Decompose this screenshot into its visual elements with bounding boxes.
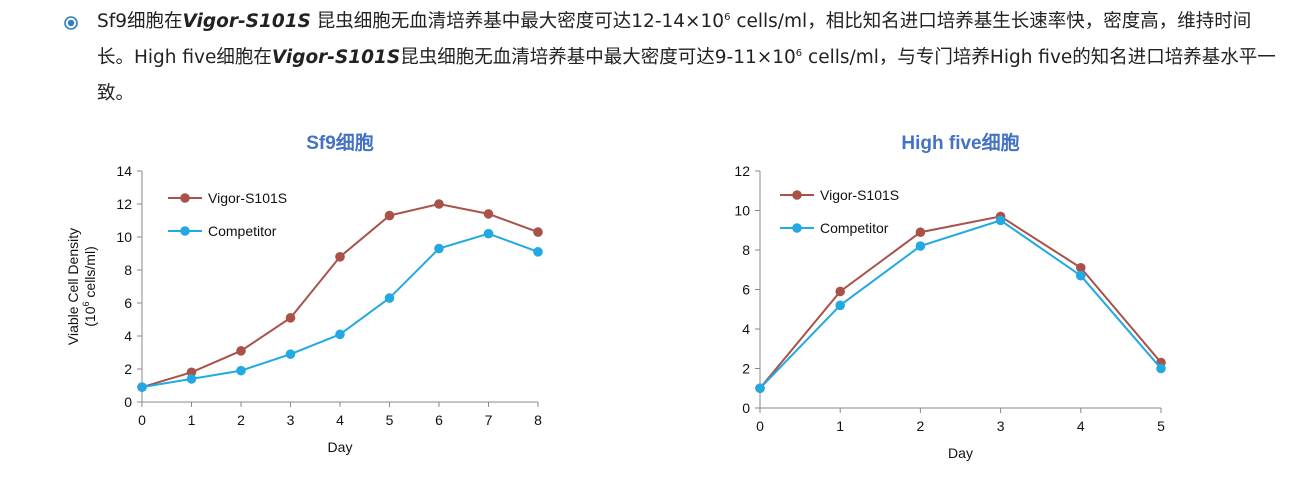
x-tick-label: 1 [188, 412, 196, 428]
series-line-competitor [759, 219, 1162, 389]
data-point-competitor [434, 243, 444, 254]
legend-marker-competitor [180, 226, 190, 236]
chart-title: Sf9细胞 [306, 131, 374, 154]
circle-bullet-icon [64, 16, 78, 30]
data-point-competitor [236, 365, 246, 376]
x-tick-label: 4 [336, 412, 344, 428]
y-tick-label: 10 [116, 229, 132, 245]
data-point-competitor [1076, 270, 1086, 281]
x-tick-label: 3 [997, 418, 1005, 434]
x-tick-label: 7 [485, 412, 493, 428]
y-tick-label: 2 [124, 361, 132, 377]
data-point-vigor [835, 286, 845, 297]
data-point-vigor [335, 252, 345, 262]
x-tick-label: 0 [756, 418, 764, 434]
data-point-vigor [483, 209, 494, 219]
data-point-competitor [755, 383, 765, 394]
legend-label: Competitor [820, 220, 889, 236]
x-tick-label: 4 [1077, 418, 1085, 434]
description-segment: Sf9细胞在 [97, 11, 183, 32]
x-axis-label: Day [948, 445, 973, 461]
x-tick-label: 0 [138, 412, 146, 428]
series-line-vigor [759, 215, 1162, 389]
legend-label: Vigor-S101S [820, 187, 899, 203]
description-segment: cells/ml，相比知名进口培养基生长速率快，密度高，维持时间长。High f… [97, 11, 1252, 68]
data-point-vigor [1076, 262, 1086, 273]
data-point-competitor [483, 228, 494, 239]
data-point-vigor [434, 199, 444, 209]
data-point-competitor [995, 215, 1006, 226]
data-point-competitor [186, 374, 197, 384]
description-segment: Vigor-S101S [271, 47, 401, 68]
data-point-vigor [236, 346, 246, 356]
legend-label: Vigor-S101S [208, 190, 287, 206]
data-point-vigor [285, 313, 296, 323]
description-segment: 昆虫细胞无血清培养基中最大密度可达12-14×10 [310, 11, 725, 32]
x-axis-label: Day [328, 439, 353, 455]
x-tick-label: 3 [287, 412, 295, 428]
legend-marker-vigor [792, 190, 802, 200]
description-segment: cells/ml，与专门培养High five的知名进口培养基水平一致。 [97, 47, 1276, 104]
data-point-competitor [384, 293, 395, 303]
data-point-vigor [186, 367, 197, 378]
data-point-competitor [835, 300, 845, 311]
y-tick-label: 14 [116, 163, 132, 179]
y-tick-label: 6 [124, 295, 132, 311]
x-tick-label: 5 [386, 412, 394, 428]
description-text: Sf9细胞在Vigor-S101S 昆虫细胞无血清培养基中最大密度可达12-14… [97, 4, 1284, 112]
y-axis-label-unit-prefix: (10 [82, 306, 98, 326]
y-tick-label: 4 [742, 321, 750, 337]
data-point-competitor [915, 241, 926, 251]
data-point-competitor [533, 247, 543, 257]
data-point-vigor [384, 210, 395, 221]
x-tick-label: 2 [237, 412, 245, 428]
y-tick-label: 8 [742, 242, 750, 258]
x-tick-label: 2 [917, 418, 925, 434]
description-segment: 昆虫细胞无血清培养基中最大密度可达9-11×10 [400, 47, 796, 68]
y-tick-label: 4 [124, 328, 132, 344]
y-tick-label: 2 [742, 361, 750, 377]
description-segment: Vigor-S101S [182, 11, 311, 32]
y-tick-label: 6 [742, 282, 750, 298]
x-tick-label: 5 [1157, 418, 1165, 434]
y-tick-label: 10 [734, 203, 750, 219]
description-paragraph: Sf9细胞在Vigor-S101S 昆虫细胞无血清培养基中最大密度可达12-14… [64, 4, 1284, 112]
data-point-vigor [915, 227, 926, 238]
description-segment: 6 [724, 11, 731, 23]
y-tick-label: 8 [124, 262, 132, 278]
x-tick-label: 1 [836, 418, 844, 434]
chart-title: High five细胞 [901, 131, 1019, 154]
y-tick-label: 0 [124, 394, 132, 410]
description-segment: 6 [795, 47, 803, 59]
legend-label: Competitor [208, 223, 277, 239]
x-tick-label: 8 [534, 412, 542, 428]
data-point-competitor [335, 329, 345, 340]
y-axis-label-line1: Viable Cell Density [65, 228, 81, 345]
x-tick-label: 6 [435, 412, 443, 428]
y-axis-label: Viable Cell Density (106 cells/ml) [65, 228, 98, 345]
y-tick-label: 0 [742, 400, 750, 416]
y-tick-label: 12 [734, 163, 750, 179]
data-point-competitor [137, 382, 147, 392]
legend-marker-competitor [792, 223, 802, 233]
y-tick-label: 12 [116, 196, 132, 212]
y-axis-label-unit-exponent: 6 [81, 301, 91, 306]
y-axis-label-unit-suffix: cells/ml) [82, 246, 98, 301]
data-point-competitor [285, 349, 296, 359]
y-axis-label-line2: (106 cells/ml) [81, 246, 98, 326]
data-point-competitor [1156, 363, 1166, 374]
legend-marker-vigor [180, 193, 190, 203]
data-point-vigor [533, 227, 543, 237]
